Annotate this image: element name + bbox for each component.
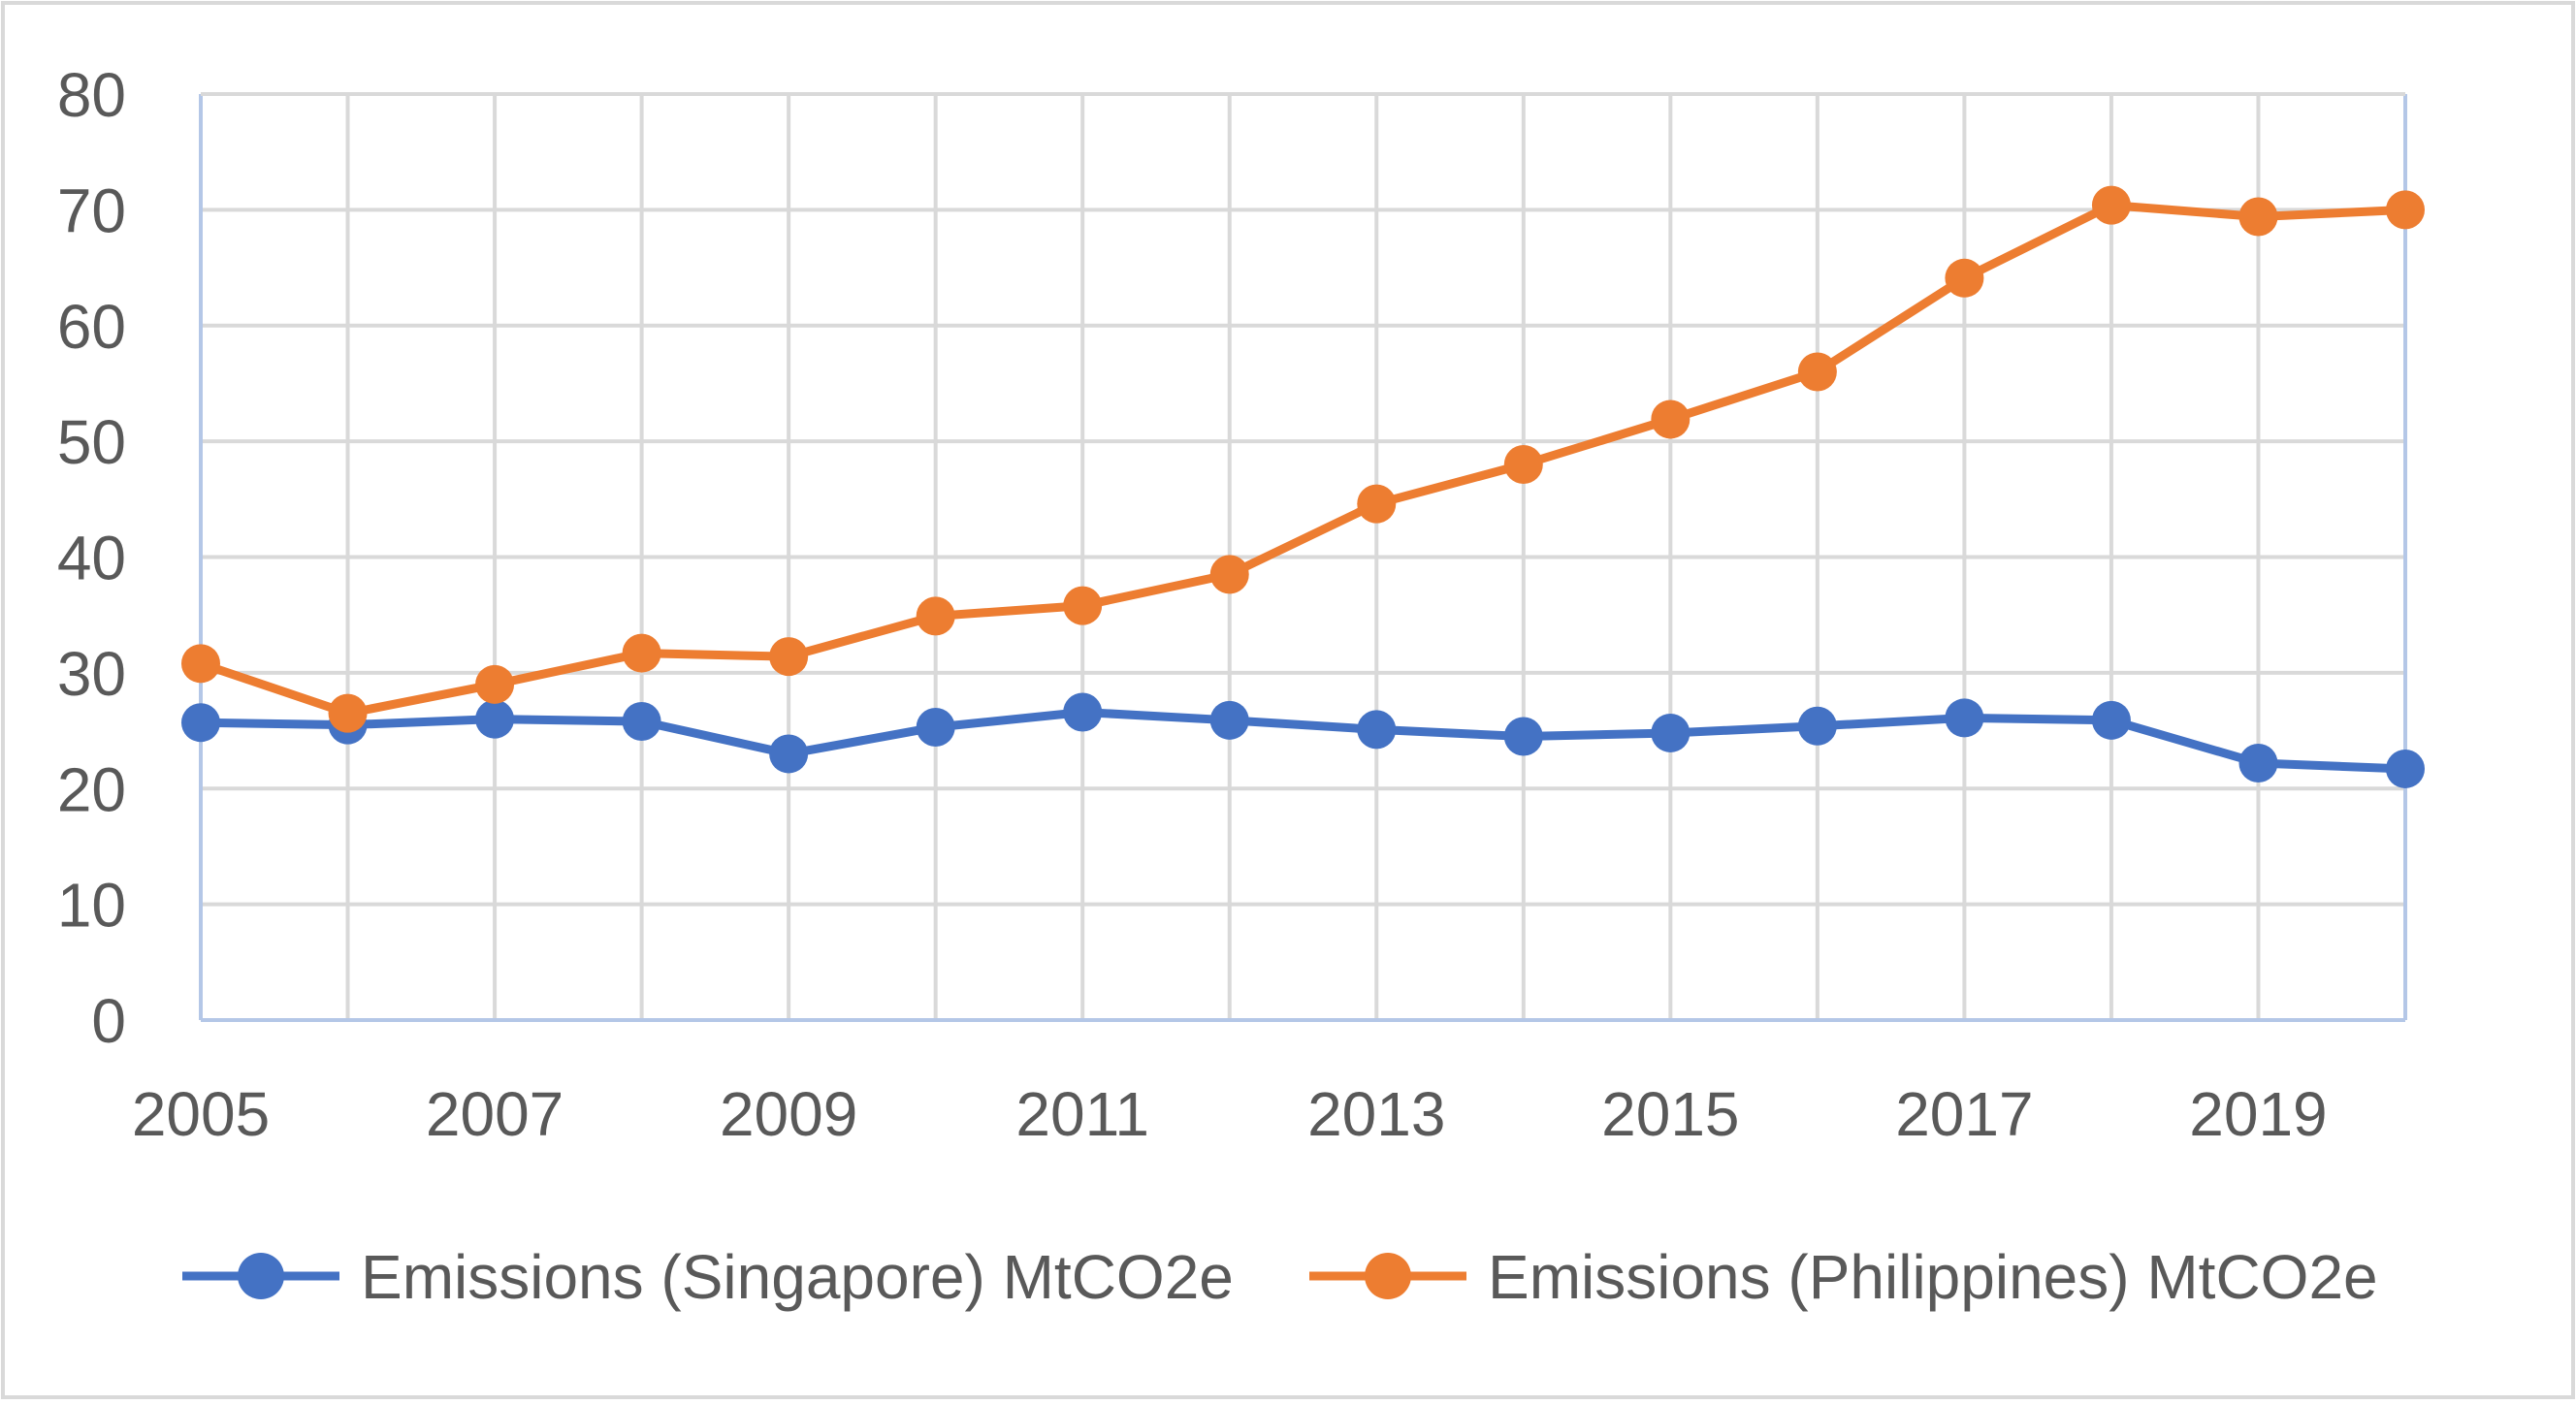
data-point: [1945, 698, 1984, 738]
x-axis-ticks: 2005 2007 2009 2011 2013 2015 2017 2019: [132, 1079, 2328, 1149]
data-point: [1651, 399, 1690, 439]
y-tick-label: 20: [57, 754, 126, 824]
series-philippines: [181, 185, 2425, 733]
series-singapore: [181, 692, 2425, 788]
data-point: [1797, 352, 1837, 392]
legend-item-singapore: Emissions (Singapore) MtCO2e: [182, 1242, 1234, 1312]
data-point: [1797, 706, 1837, 746]
data-point: [2238, 743, 2278, 782]
y-tick-label: 60: [57, 292, 126, 362]
data-point: [475, 699, 515, 739]
x-tick-label: 2011: [1015, 1079, 1149, 1149]
x-tick-label: 2013: [1307, 1079, 1445, 1149]
data-point: [1357, 484, 1397, 524]
data-point: [769, 734, 809, 774]
data-point: [2091, 700, 2131, 740]
data-point: [1503, 717, 1543, 756]
data-point: [769, 637, 809, 677]
x-tick-label: 2019: [2189, 1079, 2327, 1149]
data-point: [2386, 190, 2425, 230]
data-point: [1357, 710, 1397, 750]
y-tick-label: 80: [57, 60, 126, 130]
legend-item-philippines: Emissions (Philippines) MtCO2e: [1309, 1242, 2378, 1312]
series-line: [199, 201, 2406, 718]
data-point: [1209, 700, 1249, 740]
series-layer: [181, 185, 2425, 788]
data-point: [475, 664, 515, 704]
data-point: [1503, 445, 1543, 484]
y-tick-label: 10: [57, 871, 126, 941]
y-axis-ticks: 0 10 20 30 40 50 60 70 80: [57, 60, 126, 1056]
data-point: [2091, 185, 2131, 225]
series-line: [200, 707, 2406, 774]
gridlines: [199, 92, 2407, 1022]
legend-label-philippines: Emissions (Philippines) MtCO2e: [1488, 1242, 2378, 1312]
data-point: [916, 707, 955, 747]
data-point: [622, 633, 661, 673]
y-tick-label: 30: [57, 639, 126, 709]
y-tick-label: 0: [91, 986, 126, 1056]
legend-label-singapore: Emissions (Singapore) MtCO2e: [361, 1242, 1234, 1312]
x-tick-label: 2007: [426, 1079, 564, 1149]
x-tick-label: 2017: [1895, 1079, 2033, 1149]
legend-marker-philippines: [1365, 1253, 1411, 1299]
x-tick-label: 2015: [1601, 1079, 1739, 1149]
y-tick-label: 70: [57, 176, 126, 245]
x-tick-label: 2009: [720, 1079, 857, 1149]
data-point: [1063, 692, 1103, 732]
y-tick-label: 50: [57, 407, 126, 477]
data-point: [2238, 197, 2278, 237]
data-point: [328, 693, 368, 733]
data-point: [1651, 713, 1690, 752]
data-point: [181, 644, 220, 684]
data-point: [1063, 586, 1103, 625]
data-point: [181, 703, 220, 743]
data-point: [1945, 258, 1984, 298]
data-point: [622, 702, 661, 742]
data-point: [2386, 749, 2425, 788]
legend: Emissions (Singapore) MtCO2e Emissions (…: [182, 1242, 2378, 1312]
x-tick-label: 2005: [132, 1079, 270, 1149]
legend-marker-singapore: [238, 1253, 284, 1299]
y-tick-label: 40: [57, 524, 126, 593]
data-point: [916, 596, 955, 636]
data-point: [1209, 555, 1249, 594]
